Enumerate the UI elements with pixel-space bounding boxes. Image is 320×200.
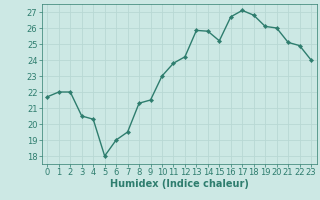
X-axis label: Humidex (Indice chaleur): Humidex (Indice chaleur): [110, 179, 249, 189]
